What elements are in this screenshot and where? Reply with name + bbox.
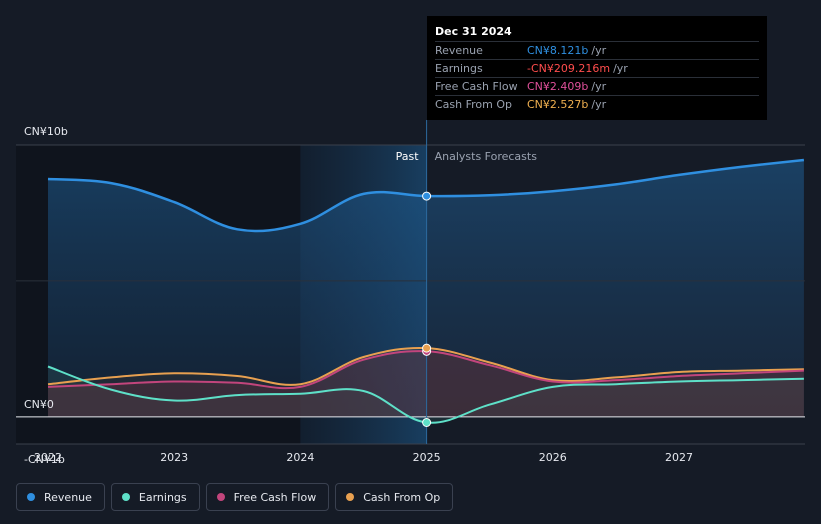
series-area-cash-from-op	[48, 347, 804, 417]
tooltip-row-revenue: Revenue CN¥8.121b /yr	[435, 41, 759, 59]
legend-dot-icon	[121, 493, 130, 501]
tooltip-row-cash-from-op: Cash From Op CN¥2.527b /yr	[435, 95, 759, 113]
y-tick-label: -CN¥1b	[24, 453, 65, 466]
x-tick-label: 2026	[539, 451, 567, 464]
x-tick-label: 2025	[413, 451, 441, 464]
tooltip-row-unit: /yr	[591, 80, 607, 93]
series-area-revenue	[48, 160, 804, 417]
forecast-label: Analysts Forecasts	[435, 150, 538, 163]
tooltip-row-value: CN¥2.409b	[527, 80, 589, 93]
tooltip-row-label: Earnings	[435, 62, 483, 75]
tooltip: Dec 31 2024 Revenue CN¥8.121b /yr Earnin…	[427, 16, 767, 120]
y-tick-label: CN¥0	[24, 398, 54, 411]
legend-dot-icon	[27, 493, 35, 501]
legend: Revenue Earnings Free Cash Flow Cash Fro…	[16, 483, 454, 511]
series-area-earnings	[48, 366, 804, 423]
legend-label: Revenue	[44, 490, 92, 504]
data-point-marker	[422, 191, 432, 201]
tooltip-row-value: -CN¥209.216m	[527, 62, 611, 75]
x-tick-label: 2027	[665, 451, 693, 464]
x-tick-label: 2022	[34, 451, 62, 464]
y-tick-label: CN¥10b	[24, 125, 68, 138]
past-label: Past	[396, 150, 420, 163]
series-area-free-cash-flow	[48, 351, 804, 417]
data-point-marker	[422, 343, 432, 353]
tooltip-row-earnings: Earnings -CN¥209.216m /yr	[435, 59, 759, 77]
legend-dot-icon	[346, 493, 355, 501]
tooltip-row-value: CN¥2.527b	[527, 98, 589, 111]
tooltip-row-unit: /yr	[591, 98, 607, 111]
tooltip-row-label: Cash From Op	[435, 98, 513, 111]
legend-dot-icon	[216, 493, 225, 501]
tooltip-row-value: CN¥8.121b	[527, 44, 589, 57]
x-tick-label: 2024	[286, 451, 314, 464]
legend-label: Free Cash Flow	[233, 490, 317, 504]
legend-item-cash-from-op[interactable]: Cash From Op	[335, 483, 454, 511]
legend-label: Earnings	[138, 490, 187, 504]
tooltip-row-unit: /yr	[613, 62, 628, 75]
legend-item-earnings[interactable]: Earnings	[110, 483, 200, 511]
tooltip-date: Dec 31 2024	[435, 25, 512, 38]
tooltip-row-label: Free Cash Flow	[435, 80, 518, 93]
series-line-revenue	[47, 158, 805, 233]
data-point-marker	[422, 417, 432, 427]
tooltip-row-free-cash-flow: Free Cash Flow CN¥2.409b /yr	[435, 77, 759, 95]
legend-item-revenue[interactable]: Revenue	[16, 483, 105, 511]
tooltip-row-label: Revenue	[435, 44, 483, 57]
x-tick-label: 2023	[160, 451, 188, 464]
legend-item-free-cash-flow[interactable]: Free Cash Flow	[205, 483, 330, 511]
tooltip-row-unit: /yr	[591, 44, 607, 57]
legend-label: Cash From Op	[363, 490, 441, 504]
